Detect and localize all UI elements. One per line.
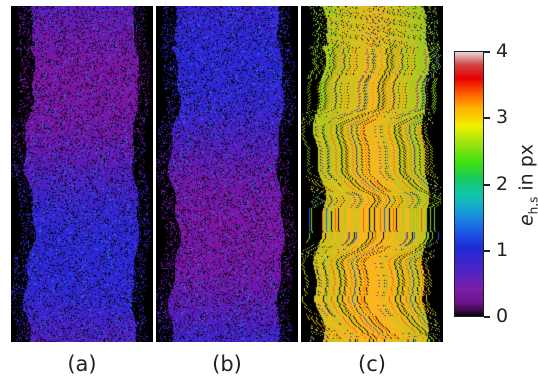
- colorbar-ticklabel-2: 2: [496, 173, 509, 195]
- caption-b: (b): [212, 352, 242, 376]
- error-map-c: [301, 6, 443, 342]
- colorbar-label-unit: in px: [515, 143, 538, 197]
- caption-a: (a): [67, 352, 97, 376]
- error-map-b: [156, 6, 298, 342]
- colorbar-tick-3: [484, 117, 490, 119]
- image-panel-a: [11, 6, 153, 342]
- colorbar-label: eh,s in px: [516, 144, 538, 226]
- image-panel-c: [301, 6, 443, 342]
- image-panel-b: [156, 6, 298, 342]
- error-map-a: [11, 6, 153, 342]
- colorbar-ticklabel-1: 1: [496, 239, 509, 261]
- colorbar-ticklabel-0: 0: [496, 305, 509, 327]
- colorbar-label-symbol: e: [515, 214, 538, 227]
- colorbar: [454, 51, 484, 317]
- colorbar-label-subscript: h,s: [526, 196, 538, 215]
- colorbar-ticklabel-3: 3: [496, 106, 509, 128]
- colorbar-tick-1: [484, 250, 490, 252]
- colorbar-tick-4: [484, 51, 490, 53]
- colorbar-tick-0: [484, 316, 490, 318]
- caption-c: (c): [358, 352, 386, 376]
- colorbar-ticklabel-4: 4: [496, 40, 509, 62]
- colorbar-tick-2: [484, 184, 490, 186]
